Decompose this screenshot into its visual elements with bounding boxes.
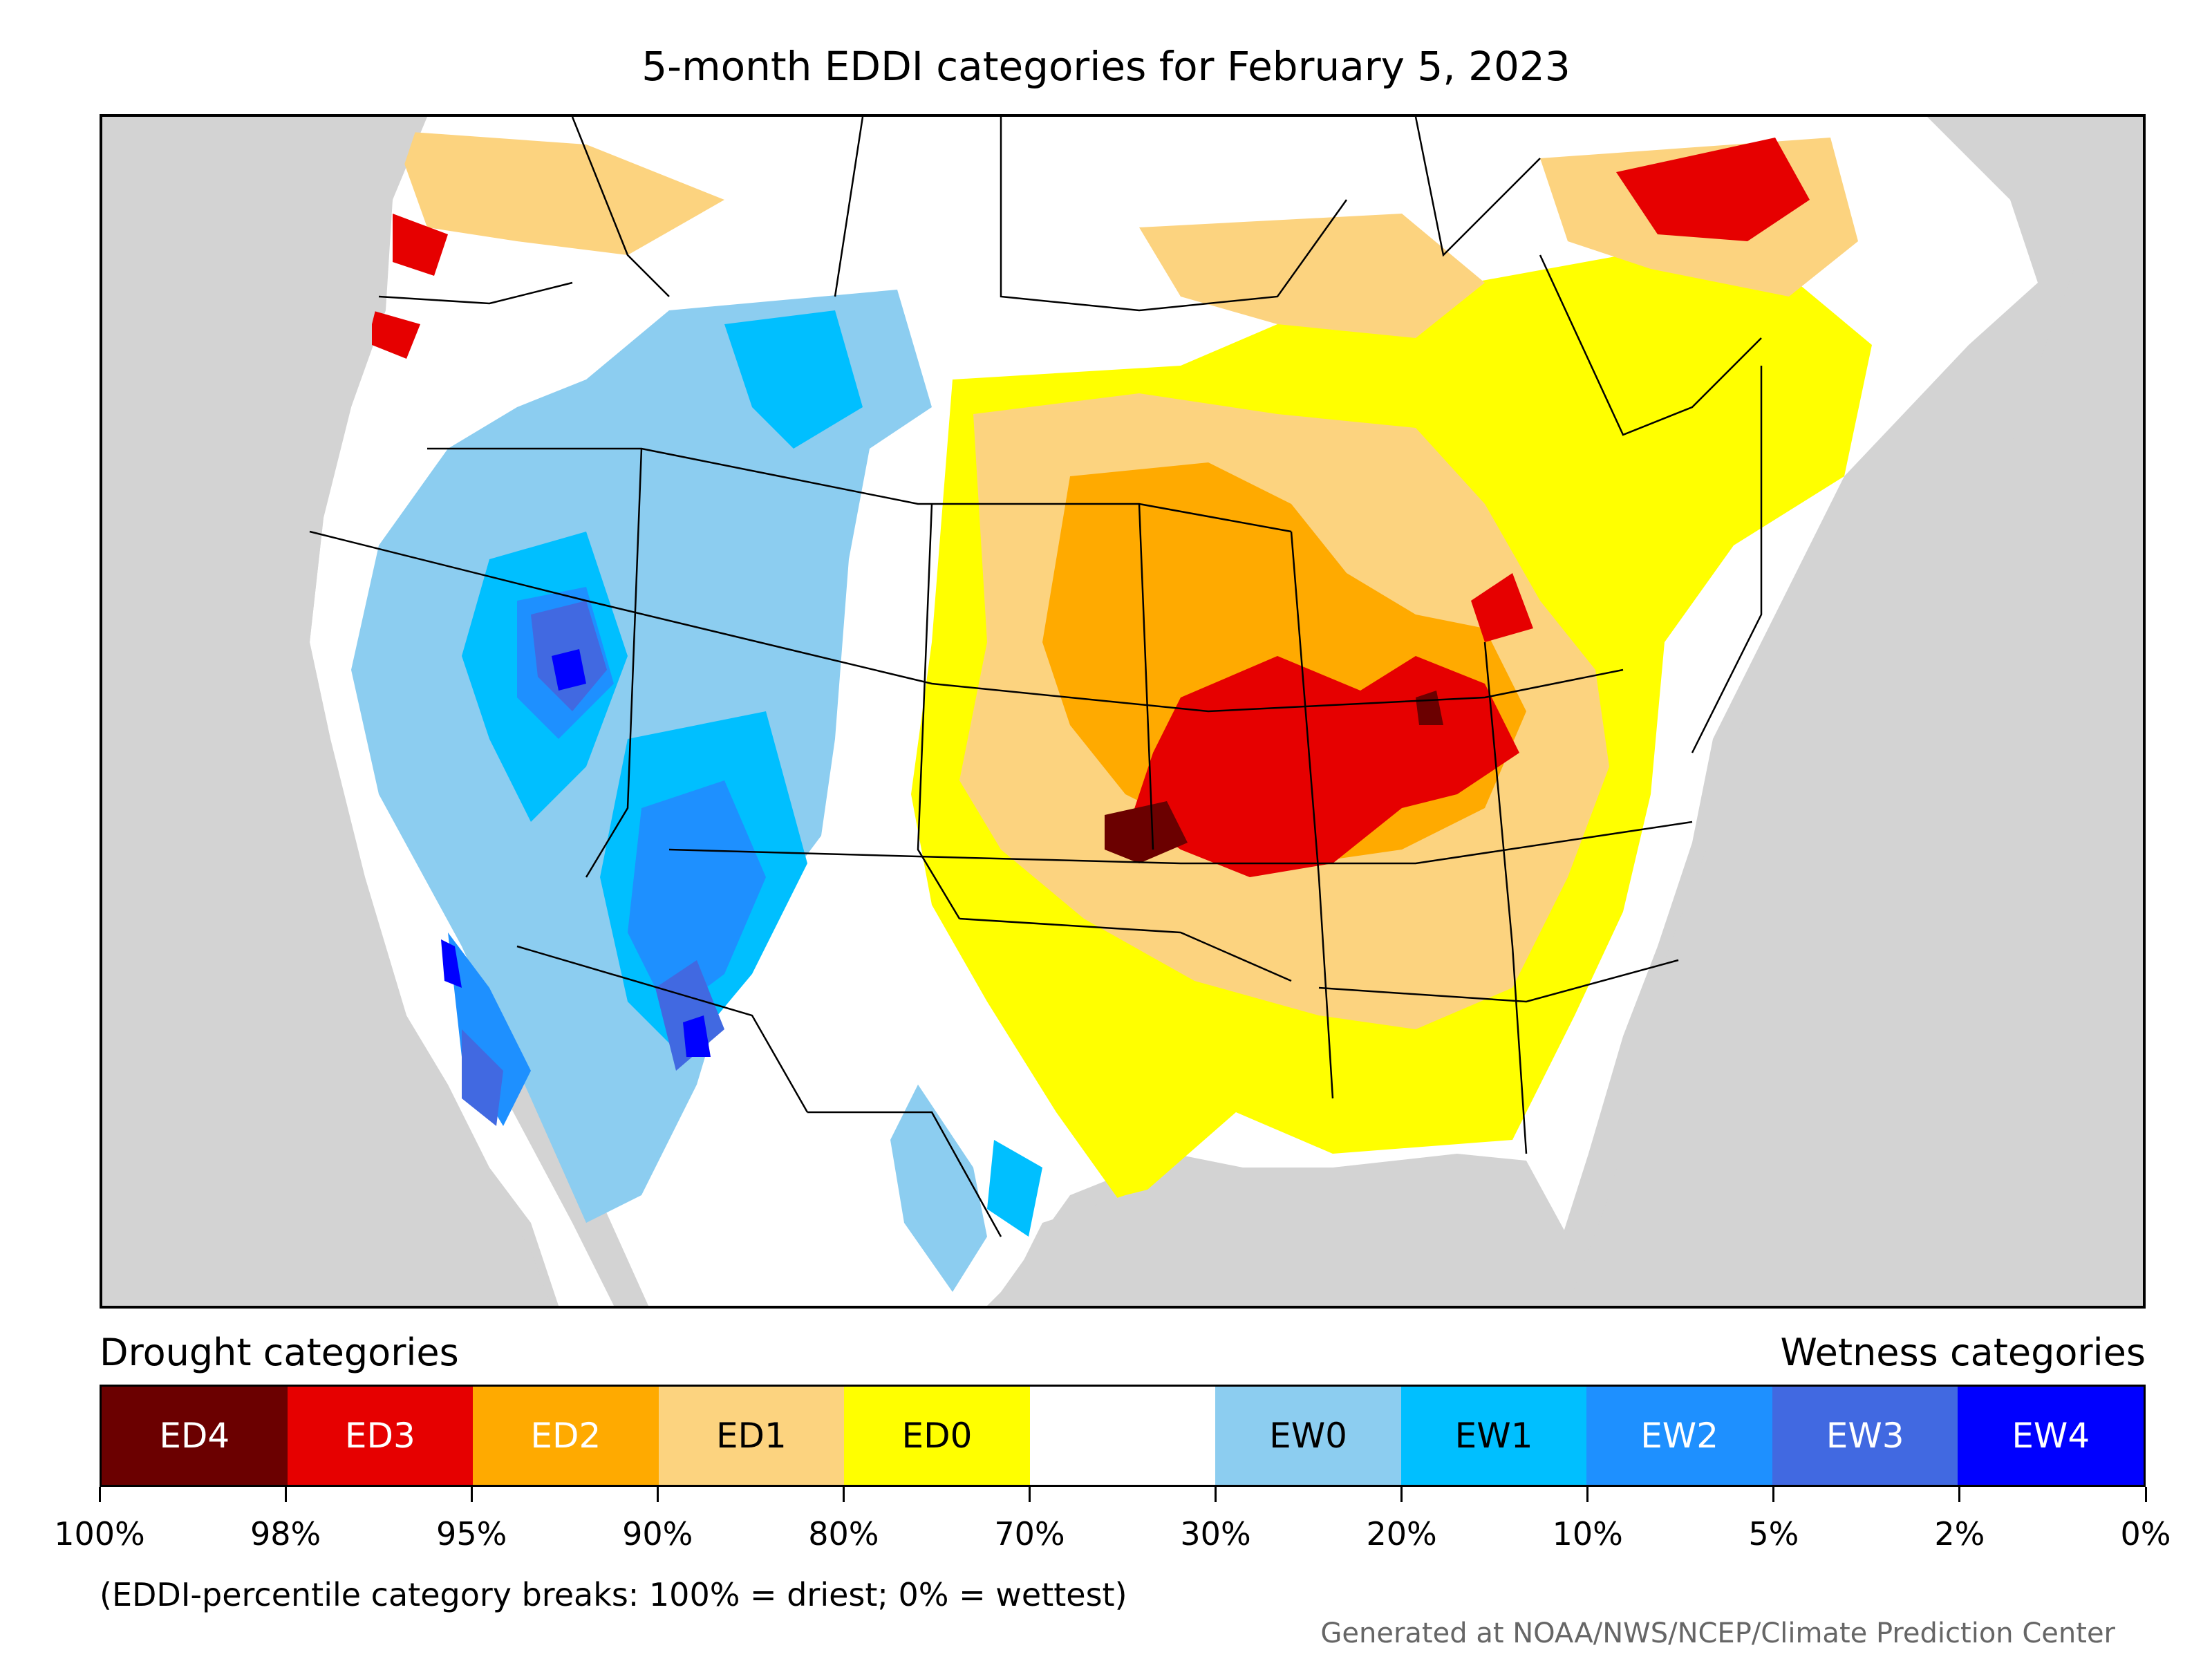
colorbar-tick-label: 10%: [1552, 1515, 1623, 1553]
colorbar-tick: [470, 1487, 473, 1502]
category-note: (EDDI-percentile category breaks: 100% =…: [100, 1576, 1127, 1613]
colorbar-tick: [1400, 1487, 1403, 1502]
category-ed4: ED4: [102, 1387, 288, 1485]
category-ed3: ED3: [287, 1387, 474, 1485]
gulf-of-mexico: [1001, 1154, 1568, 1306]
category-ed1: ED1: [658, 1387, 845, 1485]
colorbar-tick-label: 98%: [250, 1515, 321, 1553]
category-ed2: ED2: [473, 1387, 659, 1485]
colorbar-tick-label: 95%: [436, 1515, 507, 1553]
colorbar-tick-label: 20%: [1366, 1515, 1437, 1553]
colorbar-tick: [2144, 1487, 2147, 1502]
colorbar-ticks: [98, 1487, 2147, 1508]
category-colorbar: ED4 ED3 ED2 ED1 ED0 EW0 EW1 EW2 EW3 EW4: [100, 1385, 2146, 1487]
colorbar-tick-label: 90%: [622, 1515, 693, 1553]
colorbar-tick-label: 30%: [1180, 1515, 1251, 1553]
colorbar-tick: [842, 1487, 845, 1502]
colorbar-tick-label: 0%: [2120, 1515, 2171, 1553]
colorbar-tick: [1586, 1487, 1589, 1502]
colorbar-tick-label: 80%: [808, 1515, 879, 1553]
colorbar-tick: [1028, 1487, 1031, 1502]
region-ew1: [462, 310, 1042, 1237]
category-ew3: EW3: [1772, 1387, 1958, 1485]
state-boundaries: [309, 117, 1763, 1237]
pacific-ocean: [102, 117, 552, 1306]
category-ew1: EW1: [1400, 1387, 1587, 1485]
colorbar-tick: [98, 1487, 101, 1502]
wetness-categories-heading: Wetness categories: [1780, 1331, 2146, 1374]
drought-categories-heading: Drought categories: [100, 1331, 459, 1374]
category-ew2: EW2: [1586, 1387, 1772, 1485]
category-normal: [1029, 1387, 1216, 1485]
colorbar-tick: [1215, 1487, 1217, 1502]
eddi-map: [100, 114, 2146, 1309]
map-title: 5-month EDDI categories for February 5, …: [641, 43, 1571, 90]
region-ew3: [462, 601, 724, 1126]
colorbar-tick: [284, 1487, 287, 1502]
colorbar-tick: [656, 1487, 659, 1502]
colorbar-tick-label: 100%: [54, 1515, 145, 1553]
category-ed0: ED0: [844, 1387, 1030, 1485]
region-ed4: [1105, 691, 1443, 863]
colorbar-tick: [1958, 1487, 1961, 1502]
colorbar-tick: [1772, 1487, 1775, 1502]
credit-line: Generated at NOAA/NWS/NCEP/Climate Predi…: [1320, 1618, 2115, 1649]
map-canvas: [102, 117, 2143, 1306]
colorbar-tick-label: 70%: [994, 1515, 1065, 1553]
region-ed3: [372, 138, 1810, 877]
atlantic-ocean: [1568, 117, 2143, 1306]
colorbar-tick-label: 2%: [1934, 1515, 1985, 1553]
colorbar-tick-label: 5%: [1748, 1515, 1799, 1553]
category-ew4: EW4: [1958, 1387, 2144, 1485]
category-ew0: EW0: [1215, 1387, 1401, 1485]
